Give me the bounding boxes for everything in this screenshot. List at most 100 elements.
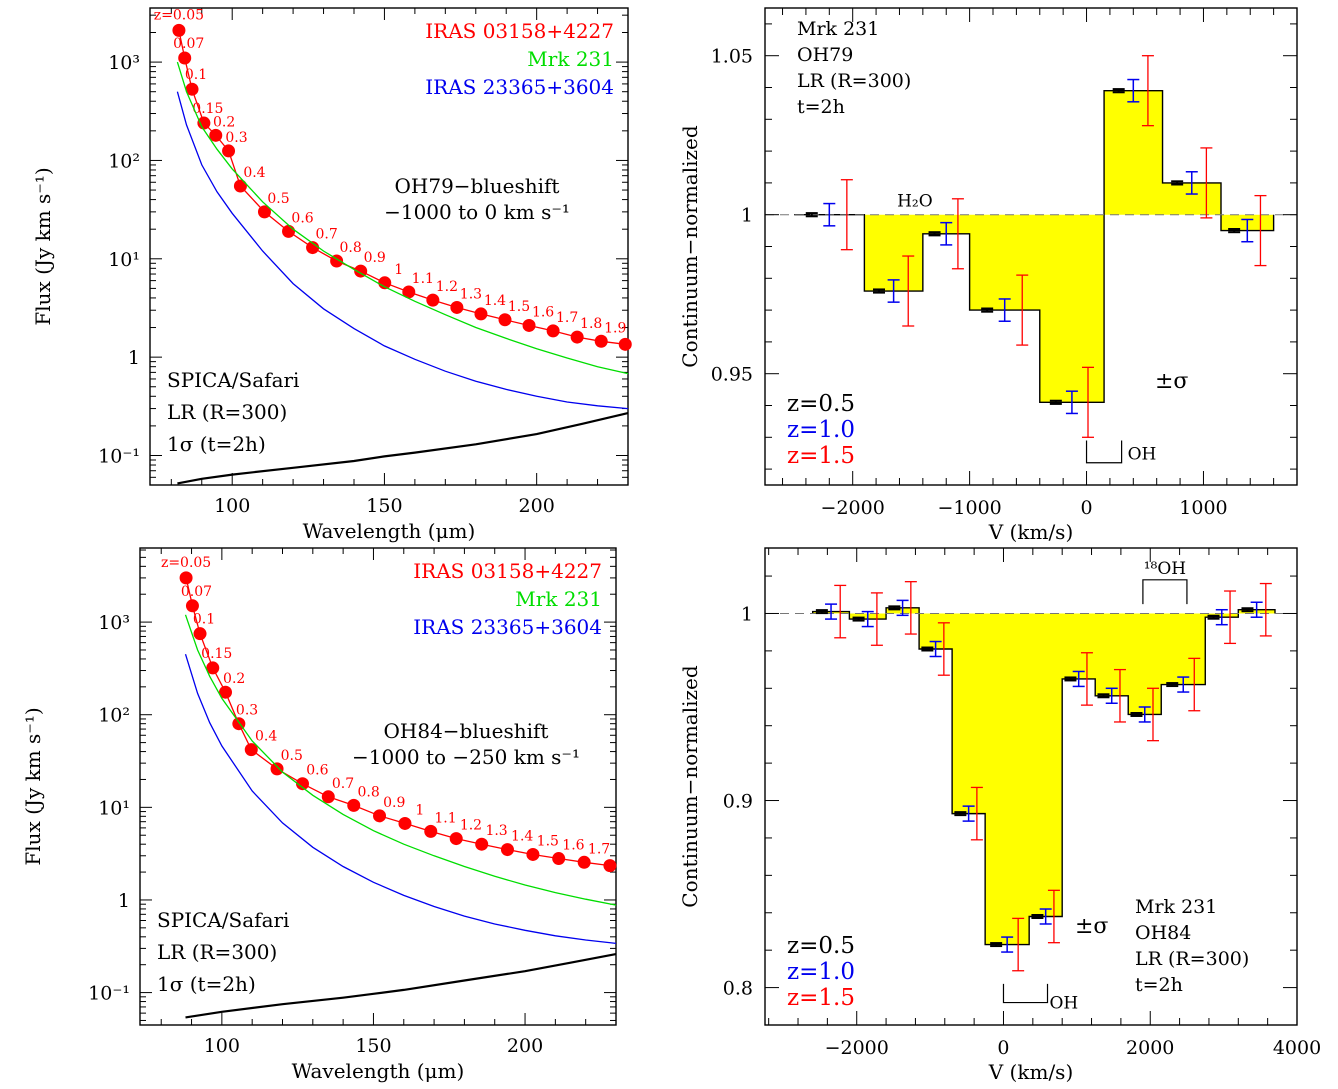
legend-entry: IRAS 23365+3604 bbox=[425, 75, 614, 99]
z-legend-entry: z=0.5 bbox=[787, 933, 855, 959]
error-bar bbox=[921, 646, 934, 652]
data-point bbox=[498, 313, 512, 327]
redshift-label: 0.5 bbox=[267, 191, 289, 207]
plot-frame bbox=[139, 547, 617, 1026]
legend-entry: IRAS 03158+4227 bbox=[425, 19, 614, 43]
data-point bbox=[577, 855, 591, 869]
redshift-label: 0.6 bbox=[306, 763, 328, 779]
redshift-label: 0.3 bbox=[225, 130, 247, 146]
oh-label: OH bbox=[1128, 445, 1157, 465]
data-point bbox=[570, 330, 584, 344]
data-point bbox=[424, 824, 438, 838]
y-tick-label: 10¹ bbox=[98, 797, 130, 819]
redshift-label: 1.2 bbox=[460, 818, 482, 834]
data-point bbox=[282, 224, 296, 238]
error-bar bbox=[887, 279, 900, 303]
error-bar bbox=[1049, 399, 1062, 405]
redshift-label: 1.2 bbox=[436, 279, 458, 295]
y-tick-label: 1 bbox=[128, 347, 140, 369]
redshift-label: 0.15 bbox=[201, 646, 232, 662]
x-axis-label: V (km/s) bbox=[988, 1060, 1074, 1084]
error-bar bbox=[840, 179, 853, 251]
error-bar bbox=[1112, 88, 1125, 94]
data-point bbox=[193, 627, 207, 641]
y-tick-label: 10² bbox=[98, 705, 130, 727]
info-text: OH84 bbox=[1135, 922, 1191, 944]
z-legend-entry: z=1.5 bbox=[787, 985, 855, 1011]
x-axis-label: Wavelength (μm) bbox=[292, 1059, 465, 1083]
y-tick-label: 10⁻¹ bbox=[88, 983, 130, 1005]
panel-bottom-left: 100 150 200 10⁻¹ 1 10¹ 10² 10³ z=0.05 0.07 0.1 0.15… bbox=[21, 547, 617, 1083]
data-point bbox=[197, 116, 211, 130]
legend-entry: Mrk 231 bbox=[515, 587, 602, 611]
annotation: −1000 to 0 km s⁻¹ bbox=[384, 200, 570, 224]
redshift-label: 1.3 bbox=[485, 823, 507, 839]
redshift-label: z=0.05 bbox=[154, 7, 204, 23]
y-tick-label: 0.9 bbox=[723, 791, 753, 813]
data-point bbox=[330, 254, 344, 268]
sensitivity-label: SPICA/Safari bbox=[167, 368, 299, 392]
error-bar bbox=[1113, 668, 1126, 723]
data-point bbox=[257, 205, 271, 219]
data-point bbox=[402, 285, 416, 299]
y-tick-label: 10⁻¹ bbox=[98, 445, 140, 467]
info-text: t=2h bbox=[797, 96, 845, 118]
error-bar bbox=[1254, 194, 1267, 267]
error-bar bbox=[1250, 601, 1263, 618]
sensitivity-label: 1σ (t=2h) bbox=[157, 972, 256, 996]
data-point bbox=[185, 82, 199, 96]
redshift-label: 1.1 bbox=[412, 271, 434, 287]
data-point bbox=[244, 743, 258, 757]
sensitivity-label: 1σ (t=2h) bbox=[167, 432, 266, 456]
error-bar bbox=[951, 198, 964, 270]
y-tick-label: 10¹ bbox=[108, 249, 140, 271]
sensitivity-label: SPICA/Safari bbox=[157, 908, 289, 932]
error-bar bbox=[825, 603, 838, 620]
error-bar bbox=[1001, 936, 1014, 953]
x-tick-label: 1000 bbox=[1179, 497, 1227, 519]
error-bar bbox=[1065, 390, 1078, 415]
error-bar bbox=[904, 581, 917, 635]
error-bar bbox=[990, 942, 1003, 948]
panel-top-right: −2000 −1000 0 1000 0.95 1 1.05 Mrk 231 OH79 LR (R… bbox=[678, 7, 1298, 544]
data-point bbox=[546, 324, 560, 338]
annotation: OH84−blueshift bbox=[384, 719, 549, 743]
info-text: t=2h bbox=[1135, 974, 1183, 996]
z-legend-entry: z=1.5 bbox=[787, 443, 855, 469]
data-point bbox=[474, 307, 488, 321]
redshift-label: 1.3 bbox=[460, 286, 482, 302]
redshift-label: 1 bbox=[394, 262, 403, 278]
error-bar bbox=[1141, 55, 1154, 127]
histogram-fill bbox=[794, 90, 1274, 403]
error-bar bbox=[1200, 147, 1213, 219]
x-tick-label: 2000 bbox=[1126, 1037, 1174, 1059]
redshift-label: 1.5 bbox=[537, 833, 559, 849]
info-text: Mrk 231 bbox=[1135, 896, 1217, 918]
data-point bbox=[347, 798, 361, 812]
series-line bbox=[184, 614, 617, 906]
error-bar bbox=[928, 231, 941, 237]
data-point bbox=[603, 859, 617, 873]
redshift-label: 0.4 bbox=[243, 165, 265, 181]
error-bar bbox=[1039, 908, 1052, 925]
legend-entry: IRAS 23365+3604 bbox=[413, 615, 602, 639]
data-point bbox=[398, 816, 412, 830]
x-tick-label: 150 bbox=[355, 1035, 391, 1057]
error-bar bbox=[805, 212, 818, 218]
sensitivity-label: LR (R=300) bbox=[167, 400, 287, 424]
y-tick-label: 1 bbox=[741, 603, 753, 625]
data-point bbox=[450, 300, 464, 314]
sigma-label: ±σ bbox=[1075, 914, 1108, 939]
x-tick-label: 0 bbox=[997, 1037, 1009, 1059]
data-point bbox=[206, 661, 220, 675]
error-bar bbox=[1031, 914, 1044, 920]
data-point bbox=[306, 241, 320, 255]
oh-label: OH bbox=[1050, 994, 1079, 1014]
y-tick-label: 10³ bbox=[108, 52, 140, 74]
redshift-label: 0.3 bbox=[236, 703, 258, 719]
redshift-label: 1.7 bbox=[588, 841, 610, 857]
data-point bbox=[218, 685, 232, 699]
redshift-label: 0.2 bbox=[213, 114, 235, 130]
z-legend-entry: z=1.0 bbox=[787, 959, 855, 985]
